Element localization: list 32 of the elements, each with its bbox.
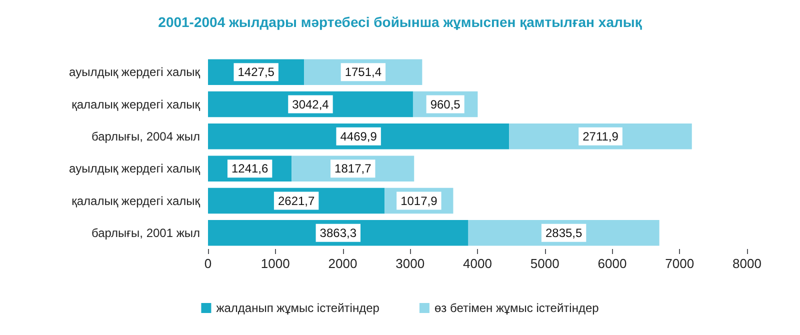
data-label: 2711,9 xyxy=(582,129,619,144)
data-label: 1017,9 xyxy=(400,194,438,208)
y-tick-label: қалалық жердегі халық xyxy=(72,97,201,112)
legend-label: жалданып жұмыс істейтіндер xyxy=(216,301,380,315)
x-tick-label: 7000 xyxy=(665,256,694,271)
y-tick-label: қалалық жердегі халық xyxy=(72,194,201,208)
y-tick-label: барлығы, 2004 жыл xyxy=(91,129,200,144)
chart-title: 2001-2004 жылдары мәртебесі бойынша жұмыспен қамтылған халық xyxy=(158,14,642,30)
data-label: 1241,6 xyxy=(231,162,269,176)
data-label: 960,5 xyxy=(430,97,461,112)
x-tick-label: 6000 xyxy=(598,256,627,271)
x-tick-label: 2000 xyxy=(328,256,358,271)
x-tick-label: 3000 xyxy=(396,256,425,271)
data-label: 3042,4 xyxy=(292,97,330,112)
legend-label: өз бетімен жұмыс істейтіндер xyxy=(434,301,600,315)
data-label: 4469,9 xyxy=(340,129,378,144)
bar xyxy=(208,124,510,150)
data-label: 3863,3 xyxy=(320,226,357,240)
y-tick-label: барлығы, 2001 жыл xyxy=(91,226,200,240)
data-label: 2835,5 xyxy=(545,226,582,240)
x-tick-label: 1000 xyxy=(260,256,290,271)
data-label: 1751,4 xyxy=(344,65,382,80)
x-tick-label: 8000 xyxy=(732,256,762,271)
y-tick-label: ауылдық жердегі халық xyxy=(69,65,201,80)
data-label: 2621,7 xyxy=(278,194,315,208)
data-label: 1817,7 xyxy=(334,162,372,176)
x-tick-label: 0 xyxy=(204,256,212,271)
y-tick-label: ауылдық жердегі халық xyxy=(69,162,201,176)
x-tick-label: 4000 xyxy=(463,256,492,271)
data-label: 1427,5 xyxy=(238,65,275,80)
x-tick-label: 5000 xyxy=(530,256,560,271)
bar xyxy=(208,220,468,246)
